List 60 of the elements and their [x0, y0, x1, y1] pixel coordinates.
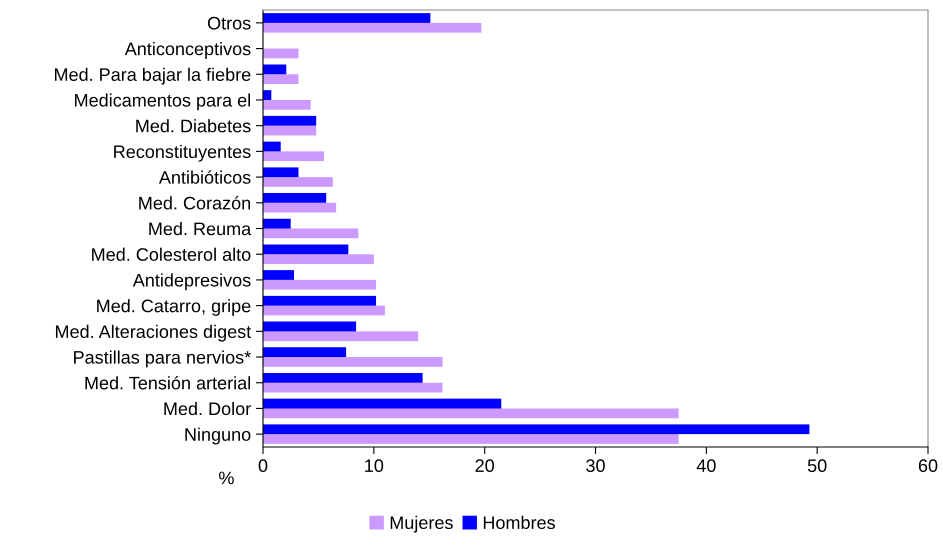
bar: [263, 296, 376, 306]
bar: [263, 90, 272, 100]
bar: [263, 13, 430, 23]
bar: [263, 167, 298, 178]
bar: [263, 254, 374, 264]
bar: [263, 424, 810, 434]
x-tick-label: 0: [258, 459, 268, 472]
y-tick-label: Med. Tensión arterial: [85, 376, 250, 390]
bar: [263, 434, 679, 444]
y-tick-label: Med. Reuma: [149, 222, 252, 236]
bar: [263, 48, 298, 58]
bar: [263, 357, 443, 367]
bar: [263, 408, 679, 418]
y-tick-label: Anticonceptivos: [124, 42, 251, 59]
bar: [263, 116, 316, 126]
bar: [263, 100, 311, 110]
y-tick-label: Reconstituyentes: [114, 144, 251, 162]
x-tick-label: 10: [365, 459, 384, 472]
y-tick-label: Pastillas para nervios*: [74, 350, 251, 368]
y-tick-label: Med. Colesterol alto: [92, 248, 250, 261]
bar: [263, 177, 333, 187]
y-tick-label: Med. Alteraciones digest: [56, 324, 252, 342]
y-tick-label: Med. Para bajar la fiebre: [54, 68, 250, 85]
bar: [263, 347, 346, 358]
bar: [263, 244, 348, 254]
bar: [263, 126, 316, 136]
x-tick-label: 60: [918, 459, 938, 472]
x-tick-label: 20: [476, 459, 494, 472]
x-tick-label: 40: [696, 459, 716, 472]
bar: [263, 64, 286, 74]
bar: [263, 218, 291, 228]
x-axis-title: %: [219, 472, 234, 484]
y-tick-label: Ninguno: [185, 428, 250, 444]
bar: [263, 22, 482, 33]
bar: [263, 280, 376, 290]
bar: [263, 331, 418, 342]
y-tick-label: Med. Dolor: [164, 402, 251, 416]
y-tick-label: Antidepresivos: [132, 273, 251, 290]
bar: [263, 306, 385, 316]
bar: [263, 322, 356, 332]
bar: [263, 372, 423, 383]
bar: [263, 193, 326, 203]
bar: [263, 382, 443, 393]
bar: [263, 398, 502, 408]
bar: [263, 270, 294, 280]
bar: [263, 142, 281, 152]
bar: [263, 202, 336, 213]
y-tick-label: Med. Diabetes: [136, 119, 251, 132]
x-tick-label: 50: [808, 459, 827, 472]
x-tick-label: 30: [586, 459, 605, 472]
bar: [263, 151, 324, 162]
y-tick-label: Med. Corazón: [139, 196, 250, 210]
bar: [263, 74, 298, 84]
bar: [263, 228, 358, 238]
y-tick-label: Medicamentos para el: [75, 93, 250, 110]
y-tick-label: Med. Catarro, gripe: [97, 299, 250, 316]
legend-label: Hombres: [484, 516, 555, 530]
legend-label: Mujeres: [390, 516, 453, 533]
y-tick-label: Antibióticos: [158, 170, 251, 184]
y-tick-label: Otros: [208, 16, 251, 30]
